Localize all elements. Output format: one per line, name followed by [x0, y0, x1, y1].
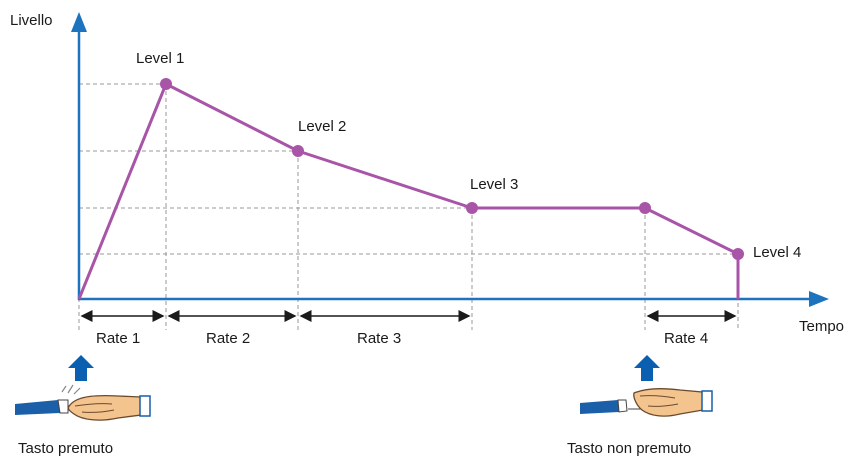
up-arrow-icon — [68, 355, 94, 381]
release-point — [639, 202, 651, 214]
y-axis-arrowhead — [71, 12, 87, 32]
envelope-line — [77, 82, 740, 300]
level4-label: Level 4 — [753, 244, 801, 261]
up-arrow-icon — [634, 355, 660, 381]
rate3-label: Rate 3 — [357, 330, 401, 347]
x-axis-label: Tempo — [799, 318, 844, 335]
y-axis-label: Livello — [10, 12, 53, 29]
level2-label: Level 2 — [298, 118, 346, 135]
rate4-label: Rate 4 — [664, 330, 708, 347]
key-pressed-caption: Tasto premuto — [18, 440, 113, 457]
rate1-label: Rate 1 — [96, 330, 140, 347]
finger-pressing-key-icon — [15, 384, 151, 421]
level3-label: Level 3 — [470, 176, 518, 193]
key-released-caption: Tasto non premuto — [567, 440, 691, 457]
envelope — [77, 78, 744, 300]
finger-releasing-key-icon — [580, 388, 713, 417]
level4-point — [732, 248, 744, 260]
level2-point — [292, 145, 304, 157]
rate2-label: Rate 2 — [206, 330, 250, 347]
axes — [71, 12, 829, 307]
level3-point — [466, 202, 478, 214]
level1-label: Level 1 — [136, 50, 184, 67]
level1-point — [160, 78, 172, 90]
x-axis-arrowhead — [809, 291, 829, 307]
